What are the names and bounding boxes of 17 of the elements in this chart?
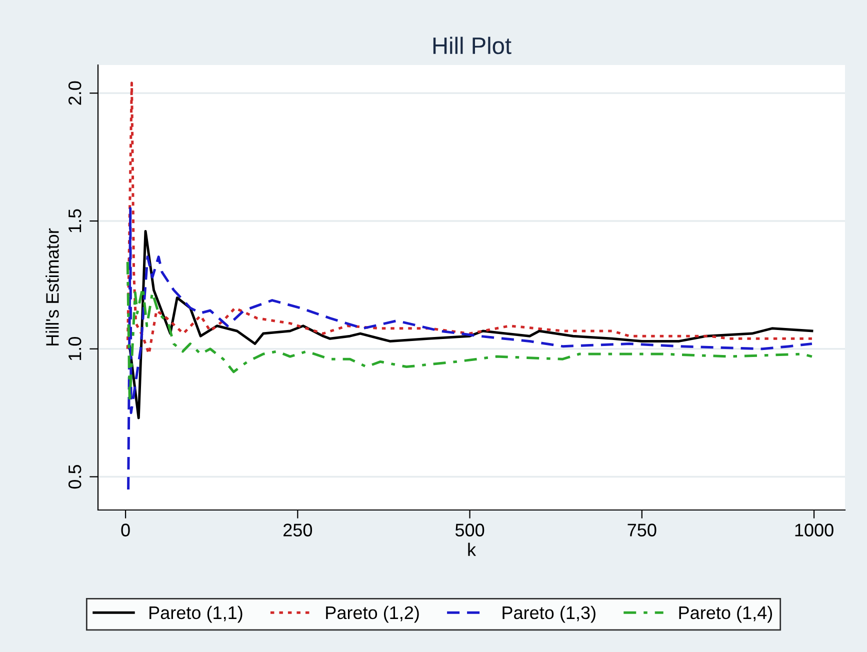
chart-title: Hill Plot — [433, 36, 512, 54]
legend-label: Pareto (1,2) — [326, 606, 419, 623]
legend-label: Pareto (1,1) — [150, 606, 242, 623]
y-tick-label: 2.0 — [68, 81, 82, 105]
x-axis-title: k — [468, 542, 476, 556]
y-tick-label: 0.5 — [68, 464, 82, 489]
y-tick-label: 1.0 — [68, 337, 82, 360]
legend-label: Pareto (1,4) — [679, 606, 772, 623]
x-tick-label: 1000 — [795, 524, 834, 536]
line-series — [127, 206, 814, 491]
x-tick-label: 0 — [121, 524, 130, 536]
x-tick-label: 500 — [455, 524, 484, 536]
y-tick-label: 1.5 — [68, 209, 82, 232]
x-tick-label: 250 — [284, 524, 312, 536]
x-tick-label: 750 — [628, 524, 656, 536]
y-axis-title: Hill's Estimator — [46, 228, 59, 346]
legend-label: Pareto (1,3) — [502, 606, 596, 623]
